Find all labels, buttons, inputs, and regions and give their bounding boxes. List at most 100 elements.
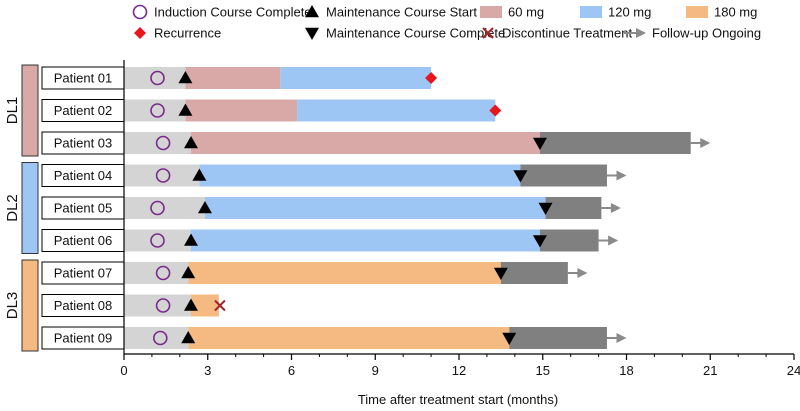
- legend-item: Maintenance Course Start: [305, 5, 477, 20]
- maintenance-complete-marker: [513, 170, 528, 183]
- maintenance-start-marker: [184, 136, 198, 149]
- legend-item: 60 mg: [480, 5, 544, 20]
- bar-segment-induction: [124, 67, 186, 89]
- discontinue-marker: [214, 299, 226, 312]
- patient-row: Patient 09: [41, 326, 627, 350]
- bar-segment-induction: [124, 99, 186, 122]
- maintenance-start-marker: [178, 71, 193, 84]
- bar-segment-120-mg: [204, 197, 546, 219]
- follow-up-arrow: [598, 235, 619, 246]
- bar-segment-post: [509, 327, 607, 349]
- induction-complete-marker: [150, 103, 165, 118]
- legend-triangle-down-icon: [305, 27, 319, 40]
- dose-level-bar: [21, 64, 39, 157]
- recurrence-marker: [489, 104, 502, 117]
- legend: Induction Course Complete Maintenance Cou…: [132, 4, 761, 41]
- x-tick-label: 6: [288, 363, 295, 378]
- patient-label: Patient 04: [54, 168, 113, 183]
- x-tick-label: 15: [536, 363, 550, 378]
- legend-label: 60 mg: [508, 5, 544, 20]
- legend-label: Discontinue Treatment: [502, 26, 632, 41]
- patient-label: Patient 02: [54, 103, 113, 118]
- bar-segment-120-mg: [297, 99, 496, 122]
- patient-label: Patient 05: [54, 201, 113, 216]
- patient-row: Patient 08: [41, 294, 226, 317]
- patient-rows: Patient 01 Patient 02 Patient 03 Patient 04…: [41, 66, 711, 350]
- legend-label: Maintenance Course Complete: [326, 26, 505, 41]
- x-tick-label: 0: [120, 363, 127, 378]
- legend-item: Induction Course Complete: [132, 4, 312, 20]
- patient-label: Patient 06: [54, 233, 113, 248]
- maintenance-complete-marker: [532, 235, 547, 248]
- dose-level-bar: [21, 259, 39, 352]
- bar-segment-120-mg: [280, 67, 432, 89]
- maintenance-start-marker: [184, 298, 198, 311]
- follow-up-arrow: [601, 203, 621, 213]
- follow-up-arrow: [690, 138, 711, 148]
- bar-segment-induction: [124, 327, 189, 349]
- dose-level-label: DL2: [4, 194, 21, 222]
- patient-label: Patient 01: [54, 71, 113, 86]
- patient-label: Patient 07: [54, 266, 113, 281]
- bar-segment-60-mg: [191, 132, 540, 154]
- x-tick-label: 12: [452, 363, 466, 378]
- legend-item: 180 mg: [686, 5, 757, 20]
- patient-row: Patient 01: [41, 66, 438, 90]
- x-axis-label: Time after treatment start (months): [358, 392, 558, 407]
- bar-segment-180-mg: [191, 294, 219, 317]
- patient-row: Patient 05: [41, 196, 621, 220]
- dose-level-bar: [21, 162, 39, 254]
- bar-segment-180-mg: [188, 327, 510, 349]
- induction-complete-marker: [152, 330, 168, 346]
- legend-circle-icon: [132, 4, 148, 20]
- maintenance-complete-marker: [493, 267, 508, 280]
- x-tick-label: 9: [372, 363, 379, 378]
- bar-segment-post: [520, 164, 607, 187]
- dose-level-group: DL2: [4, 162, 39, 254]
- induction-complete-marker: [155, 265, 171, 281]
- patient-row: Patient 04: [41, 164, 627, 187]
- bar-segment-120-mg: [191, 229, 540, 252]
- maintenance-start-marker: [192, 168, 207, 181]
- dose-level-groups: DL1 DL2 DL3: [4, 64, 39, 352]
- dose-level-group: DL1: [4, 64, 39, 157]
- maintenance-start-marker: [197, 201, 212, 214]
- legend-label: Maintenance Course Start: [326, 5, 477, 20]
- follow-up-arrow: [606, 333, 627, 343]
- patient-row: Patient 02: [41, 99, 502, 122]
- legend-item: Discontinue Treatment: [482, 26, 632, 41]
- x-tick-label: 21: [703, 363, 717, 378]
- induction-complete-marker: [155, 135, 171, 151]
- x-axis: 0 3 6 9 12 15 18 21 24: [120, 60, 800, 378]
- induction-complete-marker: [155, 298, 171, 313]
- legend-cross-icon: [482, 27, 494, 39]
- bar-segment-post: [539, 132, 691, 154]
- maintenance-complete-marker: [502, 332, 517, 345]
- bar-segment-60-mg: [185, 67, 281, 89]
- legend-item: 120 mg: [580, 5, 651, 20]
- legend-swatch: [480, 6, 502, 18]
- follow-up-arrow: [606, 170, 627, 181]
- legend-item: Maintenance Course Complete: [305, 26, 505, 41]
- recurrence-marker: [425, 72, 438, 84]
- induction-complete-marker: [150, 200, 165, 216]
- patient-row: Patient 03: [41, 131, 711, 155]
- maintenance-start-marker: [184, 233, 198, 246]
- dose-level-label: DL3: [4, 292, 21, 320]
- maintenance-start-marker: [178, 103, 193, 116]
- bar-segment-post: [500, 262, 568, 284]
- legend-label: 120 mg: [608, 5, 651, 20]
- maintenance-complete-marker: [538, 202, 553, 215]
- patient-row: Patient 06: [41, 229, 619, 252]
- bar-segment-120-mg: [199, 164, 521, 187]
- x-tick-label: 18: [619, 363, 633, 378]
- patient-row: Patient 07: [41, 261, 588, 285]
- legend-swatch: [580, 6, 602, 18]
- patient-label: Patient 08: [54, 298, 113, 313]
- patient-label: Patient 03: [54, 136, 113, 151]
- x-tick-label: 24: [787, 363, 800, 378]
- bar-segment-60-mg: [185, 99, 298, 122]
- bar-segment-post: [539, 229, 599, 252]
- legend-label: 180 mg: [714, 5, 757, 20]
